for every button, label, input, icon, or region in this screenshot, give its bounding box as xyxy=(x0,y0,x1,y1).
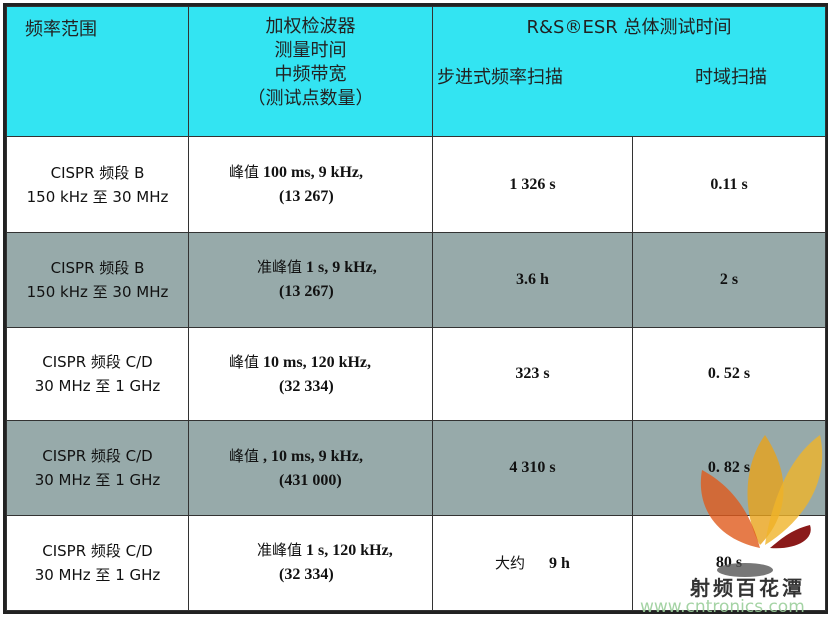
frequency-band: CISPR 频段 C/D 30 MHz 至 1 GHz xyxy=(6,514,189,612)
time-domain-scan-time: 2 s xyxy=(632,231,826,329)
detector-params: , 10 ms, 9 kHz, xyxy=(263,447,364,465)
table-row: CISPR 频段 C/D 30 MHz 至 1 GHz 峰值 10 ms, 120… xyxy=(6,327,826,422)
frequency-band: CISPR 频段 B 150 kHz 至 30 MHz xyxy=(6,136,189,233)
time-domain-value: 2 s xyxy=(719,270,739,288)
test-points: (32 334) xyxy=(279,566,334,584)
header-group-title: R&S®ESR 总体测试时间 xyxy=(526,17,732,38)
detector-params: 100 ms, 9 kHz, xyxy=(263,164,364,182)
band-range: 30 MHz 至 1 GHz xyxy=(34,377,161,396)
header-detector-line: 中频带宽 xyxy=(274,64,347,85)
detector-settings: 峰值 100 ms, 9 kHz, (13 267) xyxy=(188,136,433,233)
detector-type: 峰值 xyxy=(229,446,260,465)
detector-settings: 准峰值 1 s, 120 kHz, (32 334) xyxy=(188,514,433,612)
watermark-url: www.cntronics.com xyxy=(640,597,805,617)
test-points: (32 334) xyxy=(279,377,334,395)
header-detector: 加权检波器 测量时间 中频带宽 （测试点数量） xyxy=(188,5,433,138)
table-row: CISPR 频段 C/D 30 MHz 至 1 GHz 峰值 , 10 ms, 9… xyxy=(6,420,826,516)
time-domain-scan-time: 0. 52 s xyxy=(632,327,826,422)
detector-type: 准峰值 xyxy=(257,258,303,277)
detector-params: 10 ms, 120 kHz, xyxy=(263,353,372,371)
test-points: (431 000) xyxy=(279,471,342,489)
table-row: CISPR 频段 B 150 kHz 至 30 MHz 准峰值 1 s, 9 kH… xyxy=(6,231,826,329)
time-domain-scan-time: 0.11 s xyxy=(632,136,826,233)
stepped-scan-time: 4 310 s xyxy=(432,420,633,516)
detector-settings: 峰值 , 10 ms, 9 kHz, (431 000) xyxy=(188,420,433,516)
time-domain-scan-time: 0. 82 s xyxy=(632,420,826,516)
detector-settings: 峰值 10 ms, 120 kHz, (32 334) xyxy=(188,327,433,422)
header-time-domain-scan: 时域扫描 xyxy=(695,67,767,88)
header-total-time: R&S®ESR 总体测试时间 步进式频率扫描 时域扫描 xyxy=(432,5,826,137)
band-range: 150 kHz 至 30 MHz xyxy=(26,282,169,301)
detector-params: 1 s, 120 kHz, xyxy=(306,542,393,560)
stepped-scan-time: 1 326 s xyxy=(432,136,633,233)
header-subcols: 步进式频率扫描 时域扫描 xyxy=(433,63,825,89)
header-detector-line: 测量时间 xyxy=(274,40,347,61)
detector-type: 峰值 xyxy=(229,163,260,182)
header-detector-line: 加权检波器 xyxy=(265,16,356,37)
header-stepped-scan: 步进式频率扫描 xyxy=(437,67,563,88)
band-name: CISPR 频段 B xyxy=(50,163,145,182)
band-range: 30 MHz 至 1 GHz xyxy=(34,565,161,584)
stepped-scan-time: 3.6 h xyxy=(432,231,633,329)
frequency-band: CISPR 频段 C/D 30 MHz 至 1 GHz xyxy=(6,420,189,516)
detector-settings: 准峰值 1 s, 9 kHz, (13 267) xyxy=(188,231,433,329)
test-points: (13 267) xyxy=(279,283,334,301)
header-detector-line: （测试点数量） xyxy=(247,88,374,109)
detector-type: 峰值 xyxy=(229,352,260,371)
frequency-band: CISPR 频段 B 150 kHz 至 30 MHz xyxy=(6,231,189,329)
approx-label: 大约 xyxy=(495,554,526,573)
watermark-text: 射频百花潭 xyxy=(690,576,805,600)
stepped-value: 4 310 s xyxy=(509,459,556,476)
detector-params: 1 s, 9 kHz, xyxy=(306,259,377,277)
stepped-value: 1 326 s xyxy=(509,175,556,193)
test-time-table: 频率范围 加权检波器 测量时间 中频带宽 （测试点数量） R&S®ESR 总体测… xyxy=(6,5,826,612)
detector-type: 准峰值 xyxy=(257,541,303,560)
stepped-value: 323 s xyxy=(515,365,550,383)
stepped-scan-time: 323 s xyxy=(432,327,633,422)
comparison-table-frame: 频率范围 加权检波器 测量时间 中频带宽 （测试点数量） R&S®ESR 总体测… xyxy=(3,3,828,614)
band-name: CISPR 频段 C/D xyxy=(42,447,153,465)
time-domain-value: 0. 52 s xyxy=(707,365,751,383)
table-row: CISPR 频段 B 150 kHz 至 30 MHz 峰值 100 ms, 9 … xyxy=(6,136,826,233)
stepped-value: 3.6 h xyxy=(516,270,549,288)
frequency-band: CISPR 频段 C/D 30 MHz 至 1 GHz xyxy=(6,327,189,422)
header-frequency-range: 频率范围 xyxy=(6,5,189,138)
band-name: CISPR 频段 B xyxy=(50,258,145,277)
time-domain-value: 80 s xyxy=(715,553,743,571)
band-range: 30 MHz 至 1 GHz xyxy=(34,471,161,489)
stepped-scan-time: 大约 9 h xyxy=(432,514,633,612)
time-domain-value: 0. 82 s xyxy=(707,459,751,476)
header-row: 频率范围 加权检波器 测量时间 中频带宽 （测试点数量） R&S®ESR 总体测… xyxy=(6,5,826,138)
band-name: CISPR 频段 C/D xyxy=(42,541,153,560)
table-row: CISPR 频段 C/D 30 MHz 至 1 GHz 准峰值 1 s, 120 … xyxy=(6,514,826,612)
band-name: CISPR 频段 C/D xyxy=(42,353,153,372)
time-domain-value: 0.11 s xyxy=(710,175,748,193)
stepped-value: 9 h xyxy=(549,555,570,573)
band-range: 150 kHz 至 30 MHz xyxy=(26,187,169,206)
test-points: (13 267) xyxy=(279,188,334,206)
